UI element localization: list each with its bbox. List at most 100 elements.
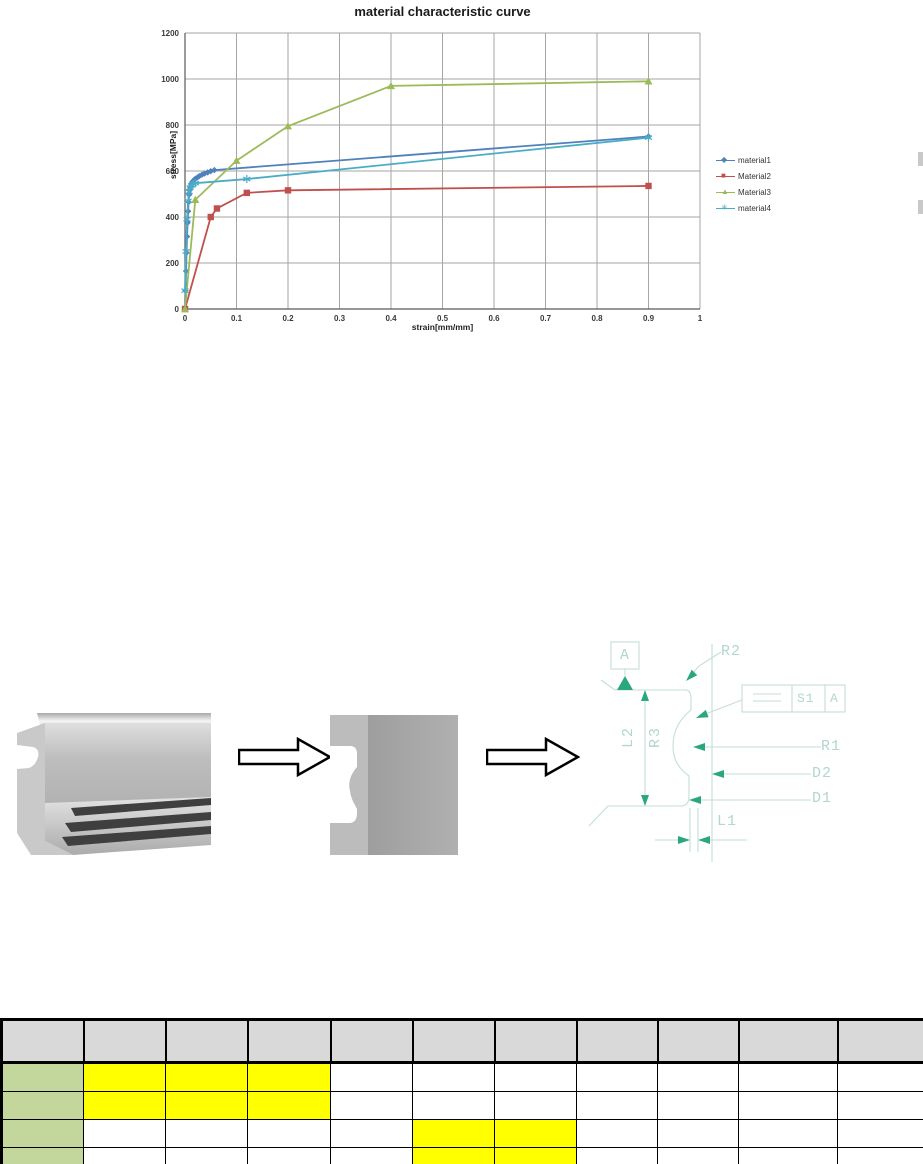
label-d1: D1 — [812, 790, 833, 807]
table-cell — [576, 1062, 658, 1092]
y-axis-title: stress[MPa] — [168, 130, 178, 180]
2d-cross-section-figure — [330, 715, 458, 855]
table-cell — [247, 1091, 331, 1120]
table-cell — [657, 1119, 739, 1148]
row-header-cell — [1, 1062, 84, 1092]
table-cell — [165, 1062, 248, 1092]
legend-entry-Material2: ■ Material2 — [716, 168, 771, 184]
table-header-cell — [0, 1018, 85, 1064]
table-cell — [247, 1119, 331, 1148]
x-tick-label: 1 — [698, 314, 703, 323]
y-tick-label: 200 — [166, 259, 180, 268]
label-r1: R1 — [821, 738, 842, 755]
table-cell — [330, 1091, 413, 1120]
x-tick-label: 0.5 — [437, 314, 449, 323]
x-tick-label: 0.4 — [385, 314, 397, 323]
table-cell — [657, 1091, 739, 1120]
table-cell — [83, 1147, 166, 1164]
table-header-cell — [836, 1018, 923, 1064]
table-cell — [330, 1147, 413, 1164]
legend-marker-icon: ■ — [716, 171, 735, 181]
label-d2: D2 — [812, 765, 833, 782]
table-cell — [738, 1062, 838, 1092]
legend-entry-Material3: ▲ Material3 — [716, 184, 771, 200]
legend-label: material1 — [738, 155, 771, 165]
table-header-row — [0, 1018, 923, 1064]
label-l2: L2 — [620, 726, 637, 749]
table-cell — [412, 1062, 495, 1092]
table-cell — [83, 1091, 166, 1120]
groove-dimension-drawing: A R2 S1 A R1 D2 D1 L1 L2 R3 — [585, 630, 870, 870]
datum-label: A — [619, 647, 630, 664]
x-tick-label: 0.7 — [540, 314, 552, 323]
y-tick-label: 1200 — [161, 29, 179, 38]
table-header-cell — [493, 1018, 578, 1064]
series-line-Material3 — [184, 80, 649, 310]
series-line-Material2 — [184, 185, 649, 310]
label-r2: R2 — [721, 643, 742, 660]
table-cell — [412, 1091, 495, 1120]
results-table — [0, 1018, 923, 1164]
table-cell — [165, 1147, 248, 1164]
table-cell — [165, 1119, 248, 1148]
label-l1: L1 — [717, 813, 738, 830]
table-cell — [576, 1147, 658, 1164]
legend-entry-material4: ✳ material4 — [716, 200, 771, 216]
table-cell — [837, 1147, 923, 1164]
legend-marker-icon: ▲ — [716, 187, 735, 197]
table-cell — [657, 1147, 739, 1164]
legend-label: material4 — [738, 203, 771, 213]
table-cell — [165, 1091, 248, 1120]
x-tick-label: 0 — [183, 314, 188, 323]
table-header-cell — [82, 1018, 167, 1064]
table-cell — [412, 1147, 495, 1164]
y-tick-label: 0 — [175, 305, 180, 314]
y-tick-label: 1000 — [161, 75, 179, 84]
table-header-cell — [411, 1018, 496, 1064]
table-header-cell — [656, 1018, 740, 1064]
drawing-linework — [588, 641, 846, 862]
right-arrow-1 — [238, 737, 332, 777]
table-cell — [738, 1091, 838, 1120]
table-cell — [837, 1119, 923, 1148]
table-cell — [494, 1091, 577, 1120]
stress-strain-chart: 0 0.1 0.2 0.3 0.4 0.5 0.6 0.7 0.8 0.9 1 0 200 400 600 8… — [161, 29, 703, 323]
x-tick-label: 0.1 — [231, 314, 243, 323]
table-header-cell — [246, 1018, 332, 1064]
legend-label: Material3 — [738, 187, 771, 197]
label-r3: R3 — [647, 726, 664, 749]
table-cell — [738, 1147, 838, 1164]
section-groove-notch — [330, 746, 357, 823]
y-tick-label: 800 — [166, 121, 180, 130]
table-header-cell — [164, 1018, 249, 1064]
table-cell — [247, 1147, 331, 1164]
table-cell — [247, 1062, 331, 1092]
legend-marker-icon: ✳ — [716, 203, 735, 213]
table-row — [1, 1062, 923, 1092]
fcf-tolerance: S1 — [797, 691, 815, 706]
part-cylinder-face — [45, 723, 211, 803]
page-edge-artifact — [918, 200, 923, 214]
chart-legend: ◆ material1 ■ Material2 ▲ Material3 ✳ material4 — [716, 152, 771, 216]
table-cell — [576, 1091, 658, 1120]
table-cell — [837, 1062, 923, 1092]
fcf-datum: A — [830, 691, 839, 706]
x-tick-label: 0.2 — [282, 314, 294, 323]
part-groove-notch — [17, 745, 39, 769]
dimension-arrows — [617, 669, 724, 844]
right-arrow-2 — [486, 737, 580, 777]
table-cell — [330, 1119, 413, 1148]
table-header-cell — [329, 1018, 414, 1064]
table-cell — [494, 1062, 577, 1092]
table-header-cell — [737, 1018, 839, 1064]
thread-groove — [62, 826, 211, 846]
table-cell — [494, 1147, 577, 1164]
x-tick-label: 0.8 — [591, 314, 603, 323]
x-axis-title: strain[mm/mm] — [411, 322, 474, 332]
table-cell — [412, 1119, 495, 1148]
chart-title: material characteristic curve — [354, 4, 531, 19]
thread-groove — [71, 798, 211, 816]
y-tick-label: 600 — [166, 167, 180, 176]
x-tick-label: 0.6 — [488, 314, 500, 323]
